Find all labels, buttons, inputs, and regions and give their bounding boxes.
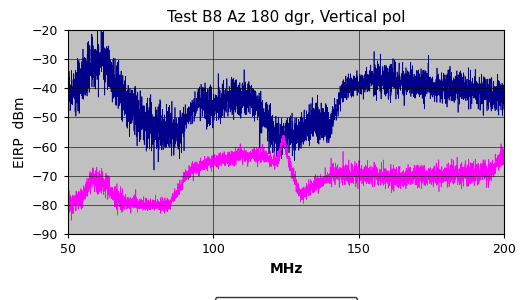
RMS <box>382 167 388 170</box>
RMS <box>68 218 74 222</box>
RMS <box>64 200 71 204</box>
Peak <box>64 91 71 94</box>
Title: Test B8 Az 180 dgr, Vertical pol: Test B8 Az 180 dgr, Vertical pol <box>167 10 405 25</box>
Peak <box>501 28 508 32</box>
RMS <box>280 133 287 137</box>
Peak <box>248 106 254 110</box>
Peak <box>151 168 157 172</box>
RMS <box>248 153 254 157</box>
RMS <box>272 163 278 167</box>
Peak <box>466 79 473 82</box>
RMS <box>466 178 473 181</box>
RMS <box>252 159 258 163</box>
X-axis label: MHz: MHz <box>269 262 303 276</box>
Peak <box>272 128 279 132</box>
Line: Peak: Peak <box>68 30 504 170</box>
Legend: Peak, RMS: Peak, RMS <box>215 297 357 300</box>
RMS <box>501 150 508 153</box>
Y-axis label: EIRP  dBm: EIRP dBm <box>12 96 27 168</box>
Peak <box>252 103 258 106</box>
Peak <box>382 83 388 86</box>
Line: RMS: RMS <box>68 135 504 220</box>
Peak <box>488 109 495 113</box>
RMS <box>488 179 495 182</box>
Peak <box>98 28 104 32</box>
